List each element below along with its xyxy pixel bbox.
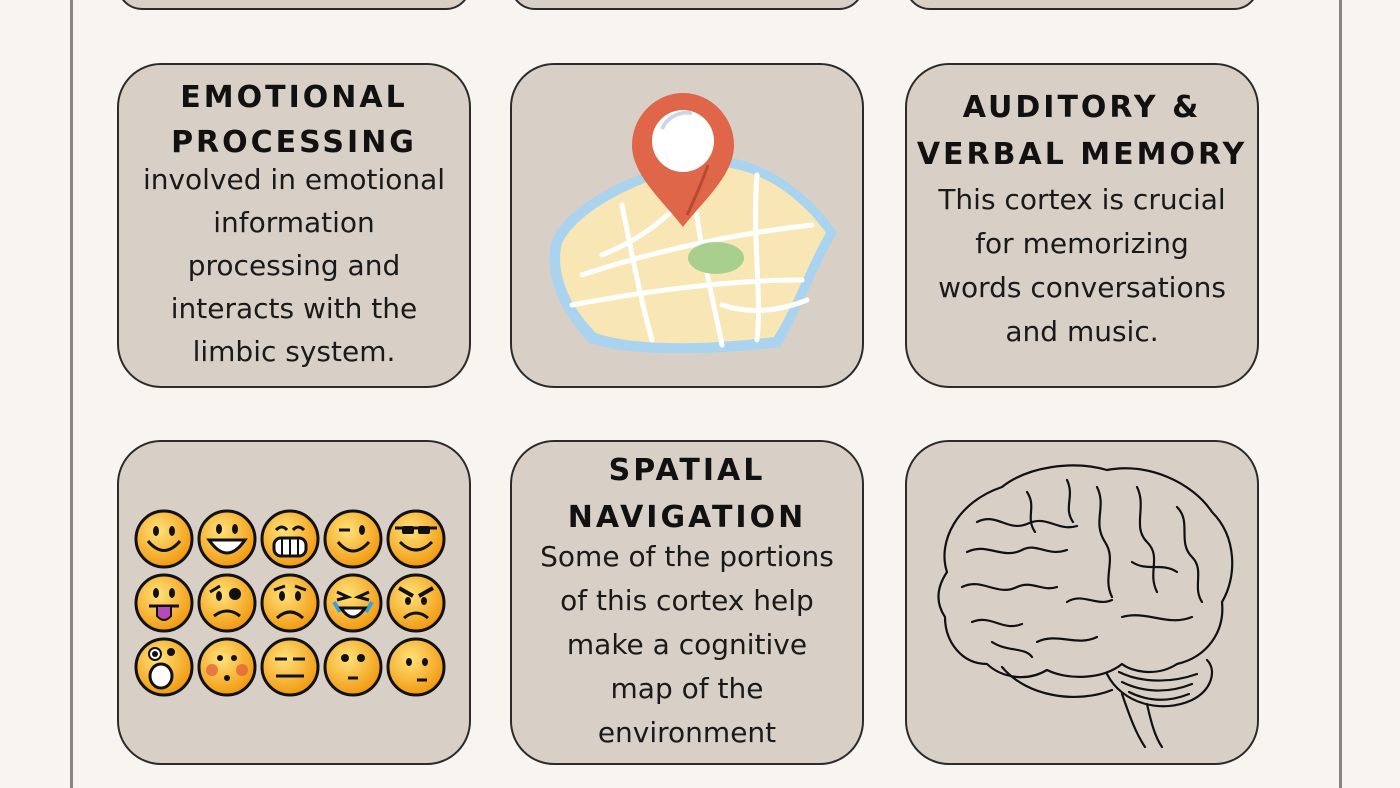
confused-face-icon bbox=[197, 573, 257, 633]
angry-face-icon bbox=[386, 573, 446, 633]
card-body: involved in emotional information proces… bbox=[119, 158, 469, 373]
page-frame bbox=[70, 0, 1342, 788]
wide-eyed-face-icon bbox=[323, 637, 383, 697]
card-brain-image bbox=[905, 440, 1259, 765]
blushing-face-icon bbox=[197, 637, 257, 697]
unamused-face-icon bbox=[386, 637, 446, 697]
body-line: This cortex is crucial bbox=[938, 183, 1226, 216]
neutral-face-icon bbox=[260, 637, 320, 697]
body-line: for memorizing bbox=[975, 227, 1189, 260]
smile-face-icon bbox=[134, 509, 194, 569]
card-emotional-processing: EMOTIONAL PROCESSING involved in emotion… bbox=[117, 63, 471, 388]
crying-laugh-face-icon bbox=[323, 573, 383, 633]
emoticon-faces-grid bbox=[133, 508, 447, 700]
body-line: and music. bbox=[1005, 315, 1159, 348]
brain-line-drawing bbox=[937, 464, 1234, 749]
card-top-left-partial bbox=[117, 0, 471, 10]
body-line: map of the bbox=[610, 672, 764, 705]
teeth-grin-face-icon bbox=[260, 509, 320, 569]
card-spatial-navigation: SPATIAL NAVIGATION Some of the portions … bbox=[510, 440, 864, 765]
tongue-out-face-icon bbox=[134, 573, 194, 633]
card-body: This cortex is crucial for memorizing wo… bbox=[907, 178, 1257, 354]
card-top-middle-partial bbox=[510, 0, 864, 10]
sunglasses-face-icon bbox=[386, 509, 446, 569]
card-top-right-partial bbox=[905, 0, 1259, 10]
body-line: Some of the portions bbox=[540, 540, 834, 573]
card-title-line2: PROCESSING bbox=[171, 125, 417, 160]
body-line: environment bbox=[597, 716, 777, 749]
grin-face-icon bbox=[197, 509, 257, 569]
card-title-line1: SPATIAL bbox=[608, 453, 766, 488]
body-line: make a cognitive bbox=[566, 628, 808, 661]
body-line: words conversations bbox=[938, 271, 1226, 304]
card-emoticons-image bbox=[117, 440, 471, 765]
card-title-line2: NAVIGATION bbox=[567, 500, 807, 535]
body-line: processing and bbox=[187, 249, 401, 282]
body-line: limbic system. bbox=[192, 335, 396, 368]
card-body: Some of the portions of this cortex help… bbox=[512, 535, 862, 755]
body-line: interacts with the bbox=[170, 292, 418, 325]
map-with-location-pin-icon bbox=[549, 93, 837, 354]
sad-face-icon bbox=[260, 573, 320, 633]
card-auditory-verbal-memory: AUDITORY & VERBAL MEMORY This cortex is … bbox=[905, 63, 1259, 388]
card-title-line1: EMOTIONAL bbox=[180, 80, 408, 115]
card-map-image bbox=[510, 63, 864, 388]
shocked-face-icon bbox=[134, 637, 194, 697]
card-title-line1: AUDITORY & bbox=[962, 90, 1202, 125]
body-line: information bbox=[213, 206, 375, 239]
body-line: involved in emotional bbox=[142, 163, 446, 196]
body-line: of this cortex help bbox=[560, 584, 814, 617]
smirk-face-icon bbox=[323, 509, 383, 569]
card-title-line2: VERBAL MEMORY bbox=[916, 137, 1248, 172]
